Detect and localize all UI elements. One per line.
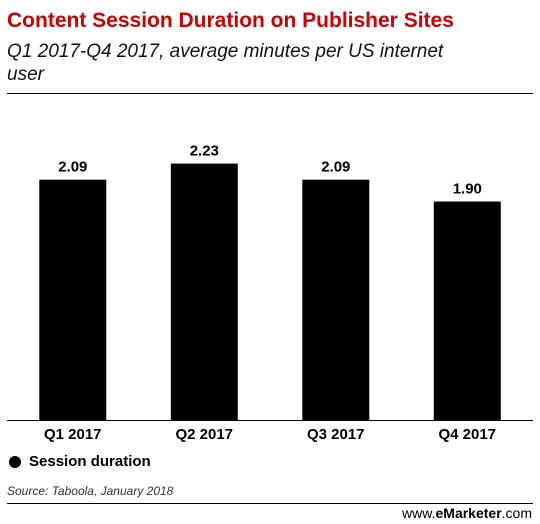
source-note: Source: Taboola, January 2018 bbox=[7, 484, 174, 498]
bar-value-label: 2.09 bbox=[321, 159, 350, 176]
x-tick-label: Q1 2017 bbox=[43, 426, 102, 443]
bottom-divider bbox=[7, 503, 533, 504]
legend-swatch bbox=[9, 455, 21, 468]
x-tick-label: Q3 2017 bbox=[306, 426, 365, 443]
legend: Session duration bbox=[9, 453, 151, 470]
bar-value-label: 2.09 bbox=[58, 159, 87, 176]
bar-chart: 2.09 2.23 2.09 1.90 bbox=[7, 143, 533, 421]
bar-q1-2017 bbox=[39, 179, 107, 420]
brand-name: eMarketer bbox=[435, 505, 502, 521]
brand-prefix: www. bbox=[402, 505, 436, 521]
plot-area: 2.09 2.23 2.09 1.90 bbox=[0, 95, 540, 425]
legend-label: Session duration bbox=[29, 453, 151, 470]
chart-subtitle: Q1 2017-Q4 2017, average minutes per US … bbox=[7, 41, 444, 85]
brand-logo: www.eMarketer.com bbox=[402, 505, 532, 521]
brand-suffix: .com bbox=[501, 505, 532, 521]
bar-q2-2017 bbox=[170, 163, 238, 420]
bar-q4-2017 bbox=[433, 201, 501, 420]
x-tick-label: Q2 2017 bbox=[175, 426, 234, 443]
bar-value-label: 1.90 bbox=[453, 181, 482, 198]
bar-q3-2017 bbox=[302, 179, 370, 420]
bar-value-label: 2.23 bbox=[190, 143, 219, 160]
top-divider bbox=[7, 93, 533, 94]
x-tick-label: Q4 2017 bbox=[438, 426, 497, 443]
chart-title: Content Session Duration on Publisher Si… bbox=[7, 9, 454, 32]
